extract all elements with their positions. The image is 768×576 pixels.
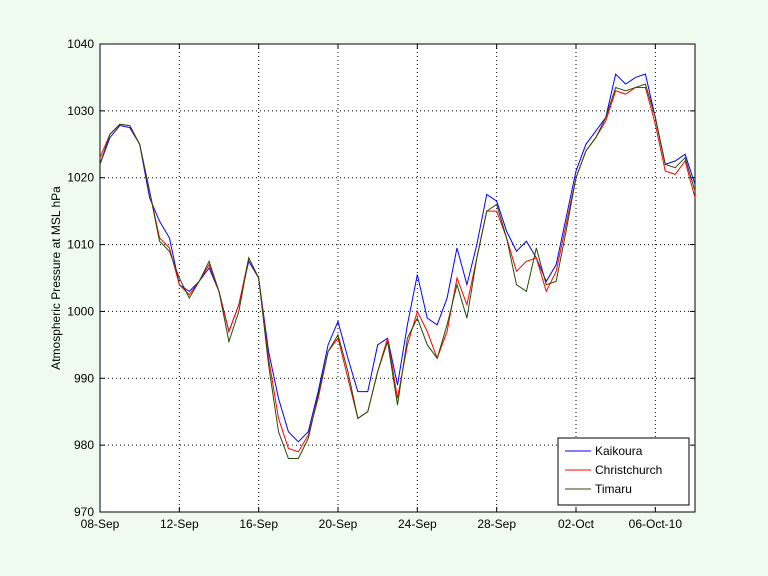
y-tick-label: 1010 [67,238,94,252]
x-tick-label: 08-Sep [81,517,120,531]
legend-box [557,437,690,506]
line-series [99,83,696,460]
y-tick-label: 1030 [67,104,94,118]
legend-label: Timaru [595,482,632,496]
y-tick-label: 1000 [67,304,94,318]
x-tick-label: 28-Sep [477,517,516,531]
legend-label: Christchurch [595,463,662,477]
y-tick-label: 980 [74,438,94,452]
y-tick-label: 1040 [67,37,94,51]
x-tick-label: 24-Sep [398,517,437,531]
y-tick-label: 970 [74,505,94,519]
legend-label: Kaikoura [595,444,643,458]
plot-area [100,44,695,512]
x-tick-label: 16-Sep [239,517,278,531]
axes-box [99,43,696,513]
x-tick-label: 02-Oct [558,517,595,531]
x-tick-label: 12-Sep [160,517,199,531]
y-tick-label: 990 [74,371,94,385]
x-tick-label: 20-Sep [319,517,358,531]
y-tick-label: 1020 [67,171,94,185]
x-tick-label: 06-Oct-10 [629,517,683,531]
y-axis-label: Atmospheric Pressure at MSL hPa [49,186,63,370]
